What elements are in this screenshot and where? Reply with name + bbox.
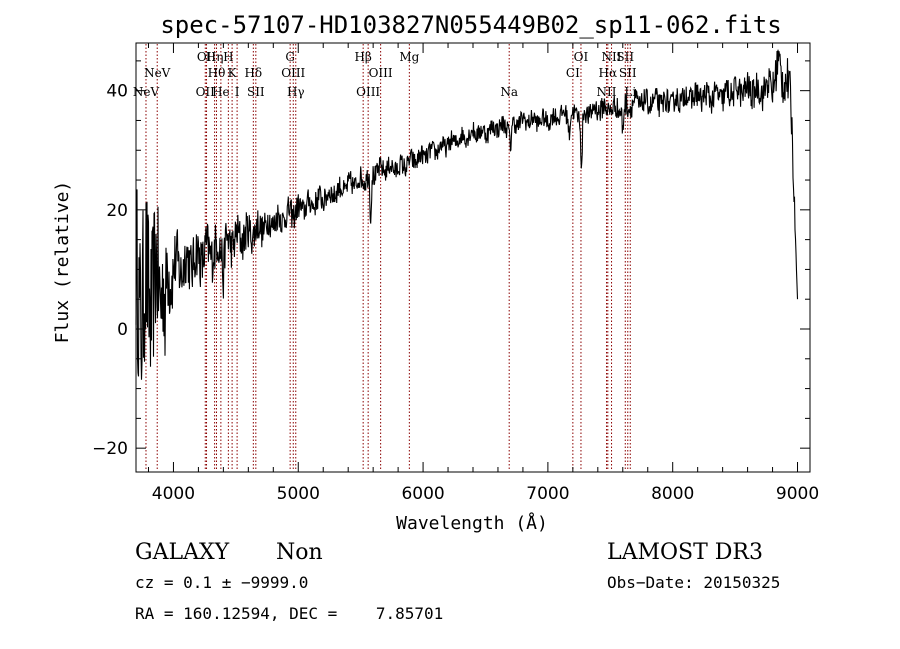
x-tick-label-1: 5000 (277, 484, 320, 504)
spectral-line-label-26: SII (619, 66, 637, 80)
y-tick-label-0: −20 (92, 439, 128, 459)
spectral-line-label-10: Hδ (244, 66, 262, 80)
spectral-line-label-14: Hγ (287, 85, 305, 99)
spectral-line-label-25: SII (616, 50, 634, 64)
spectral-line-label-6: He (212, 85, 230, 99)
spectral-line-label-7: H (223, 50, 233, 64)
chart-title: spec-57107-HD103827N055449B02_sp11-062.f… (160, 11, 781, 39)
y-axis-label: Flux (relative) (52, 181, 73, 344)
obs-date-text: Obs−Date: 20150325 (607, 573, 780, 592)
spectral-line-label-17: OIII (369, 66, 393, 80)
spectral-line-label-23: Hα (599, 66, 618, 80)
spectrum-series-line (135, 49, 799, 380)
y-tick-label-2: 20 (106, 201, 128, 221)
spectral-lines-layer: NeVNeVOIIOIIHηHθHeHKIHδSIIGOIIIHγHβOIIIO… (133, 44, 637, 471)
spectral-line-label-11: SII (247, 85, 265, 99)
spectral-line-label-2: OII (196, 85, 216, 99)
spectrum-layer (135, 49, 799, 380)
cz-text: cz = 0.1 ± −9999.0 (135, 573, 308, 592)
x-axis-label: Wavelength (Å) (396, 512, 548, 534)
spectral-line-label-9: I (235, 85, 240, 99)
axis-ticks: 4000 5000 6000 7000 8000 9000 −20 0 20 40 (92, 43, 819, 504)
spectral-line-label-18: Mg (399, 50, 419, 64)
spectral-line-label-22: NII (597, 85, 617, 99)
spectral-line-label-20: CI (566, 66, 580, 80)
x-tick-label-2: 6000 (401, 484, 444, 504)
spectral-line-label-0: NeV (133, 85, 160, 99)
spectral-line-label-3: OII (197, 50, 217, 64)
spectral-line-label-13: OIII (281, 66, 305, 80)
spectral-line-label-15: Hβ (354, 50, 371, 64)
spectral-line-label-8: K (228, 66, 238, 80)
y-tick-label-3: 40 (106, 82, 128, 102)
survey-label: LAMOST DR3 (607, 540, 763, 565)
spectral-line-label-5: Hθ (208, 66, 226, 80)
spectral-line-label-19: Na (500, 85, 518, 99)
spectral-line-label-4: Hη (206, 50, 224, 64)
x-tick-label-3: 7000 (526, 484, 569, 504)
spectral-line-label-21: OI (574, 50, 589, 64)
spectral-line-label-27: Li (624, 85, 636, 99)
spectral-line-label-1: NeV (144, 66, 171, 80)
x-tick-label-4: 8000 (651, 484, 694, 504)
spectral-line-label-12: G (285, 50, 295, 64)
ra-dec-text: RA = 160.12594, DEC = 7.85701 (135, 604, 443, 623)
y-tick-label-1: 0 (117, 320, 128, 340)
x-tick-label-5: 9000 (776, 484, 819, 504)
x-tick-label-0: 4000 (152, 484, 195, 504)
class-label: GALAXY (135, 540, 230, 565)
spectral-line-label-16: OIII (356, 85, 380, 99)
subclass-label: Non (276, 540, 323, 565)
spectral-line-label-24: NII (602, 50, 622, 64)
